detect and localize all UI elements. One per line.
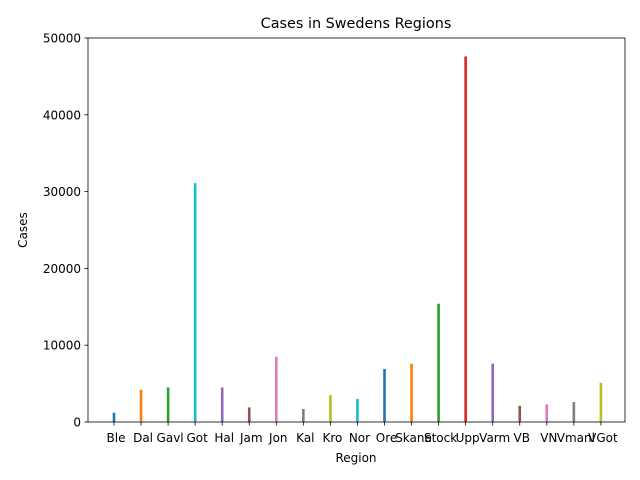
x-axis-label: Region [335,451,376,465]
bar-hal [220,387,224,422]
bar-ble [112,412,116,422]
x-tick-label: Got [186,431,208,445]
x-tick-label: Hal [214,431,234,445]
bar-kal [302,408,305,422]
y-tick-label: 20000 [43,262,81,276]
x-tick-label: Vmanl [557,431,595,445]
y-axis: 0 10000 20000 30000 40000 50000 [43,32,88,430]
x-axis: Ble Dal Gavl Got Hal Jam Jon Kal Kro Nor OreSkaneS… [107,422,618,445]
bar-vn [545,404,549,422]
bar-ore [383,369,386,422]
x-tick-label: Kal [296,431,314,445]
x-tick-label: Gavl [157,431,184,445]
y-tick-label: 40000 [43,108,81,122]
chart-title: Cases in Swedens Regions [261,16,452,32]
bar-got [193,183,197,422]
x-tick-label: Stock [424,431,457,445]
bar-vb [518,405,522,422]
x-tick-label: Ore [376,431,398,445]
x-tick-label: Upp [456,431,480,445]
x-tick-label: Jon [268,431,288,445]
y-tick-label: 30000 [43,185,81,199]
x-tick-label: VGot [588,431,618,445]
bar-varm [491,363,494,422]
y-axis-label: Cases [16,212,30,248]
bar-stock [437,303,440,422]
x-tick-label: Ble [107,431,126,445]
x-tick-label: Kro [322,431,342,445]
x-tick-label: Nor [349,431,370,445]
y-tick-label: 0 [73,416,81,430]
bar-dal [139,389,143,422]
bar-upp [464,56,467,423]
y-tick-label: 50000 [43,32,81,46]
bar-jon [275,356,278,422]
plot-frame [87,37,626,423]
x-tick-label: VB [514,431,530,445]
bar-gavl [166,387,170,422]
bar-vmanl [572,402,576,422]
bar-nor [356,398,359,422]
bar-skane [410,363,413,422]
x-tick-label: Varm [479,431,510,445]
bars-group [112,56,603,423]
bar-vgot [599,382,603,422]
bar-jam [247,407,251,422]
x-tick-label: Jam [239,431,263,445]
bar-kro [329,395,332,422]
x-tick-label: Skane [395,431,432,445]
x-tick-label: VN [540,431,557,445]
x-tick-label: Dal [133,431,153,445]
y-tick-label: 10000 [43,339,81,353]
